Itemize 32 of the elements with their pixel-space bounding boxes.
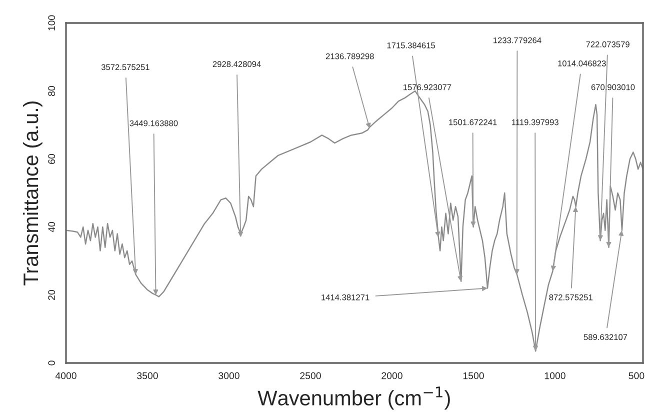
x-tick-label: 3000 xyxy=(218,372,240,380)
y-tick-label: 0 xyxy=(48,360,56,366)
y-tick-label: 80 xyxy=(48,86,56,96)
y-tick-label: 20 xyxy=(48,290,56,300)
x-tick-label: 2500 xyxy=(300,372,321,380)
annotation: 722.073579 xyxy=(586,41,630,48)
annotation: 1414.381271 xyxy=(322,294,370,300)
annotation: 3449.163880 xyxy=(130,120,178,126)
x-tick-label: 3500 xyxy=(137,372,158,380)
annotation: 3572.575251 xyxy=(101,64,150,70)
line-series xyxy=(66,90,643,352)
annotation: 1715.384615 xyxy=(387,42,436,48)
annotation: 670.903010 xyxy=(591,84,635,90)
x-tick-label: 4000 xyxy=(55,372,76,380)
y-tick-label: 60 xyxy=(48,154,56,164)
annotation: 1576.923077 xyxy=(404,84,452,90)
annotation: 872.575251 xyxy=(549,294,592,300)
annotation: 2928.428094 xyxy=(212,61,261,68)
y-axis-title: Transmittance (a.u.) xyxy=(22,101,42,286)
x-tick-label: 500 xyxy=(628,372,644,380)
annotation: 589.632107 xyxy=(584,334,628,340)
annotation: 2136.789298 xyxy=(326,53,374,60)
y-tick-label: 40 xyxy=(48,222,56,232)
x-tick-label: 1500 xyxy=(463,372,484,380)
annotation: 1119.397993 xyxy=(512,119,558,126)
annotation: 1233.779264 xyxy=(494,37,542,44)
x-tick-label: 1000 xyxy=(544,372,566,380)
x-axis-title: Wavenumber (cm$^{−1}$) xyxy=(258,386,450,410)
x-tick-label: 2000 xyxy=(382,372,402,380)
y-tick-label: 100 xyxy=(48,15,56,30)
annotation: 1501.672241 xyxy=(449,119,497,126)
annotation: 1014.046823 xyxy=(558,60,606,66)
